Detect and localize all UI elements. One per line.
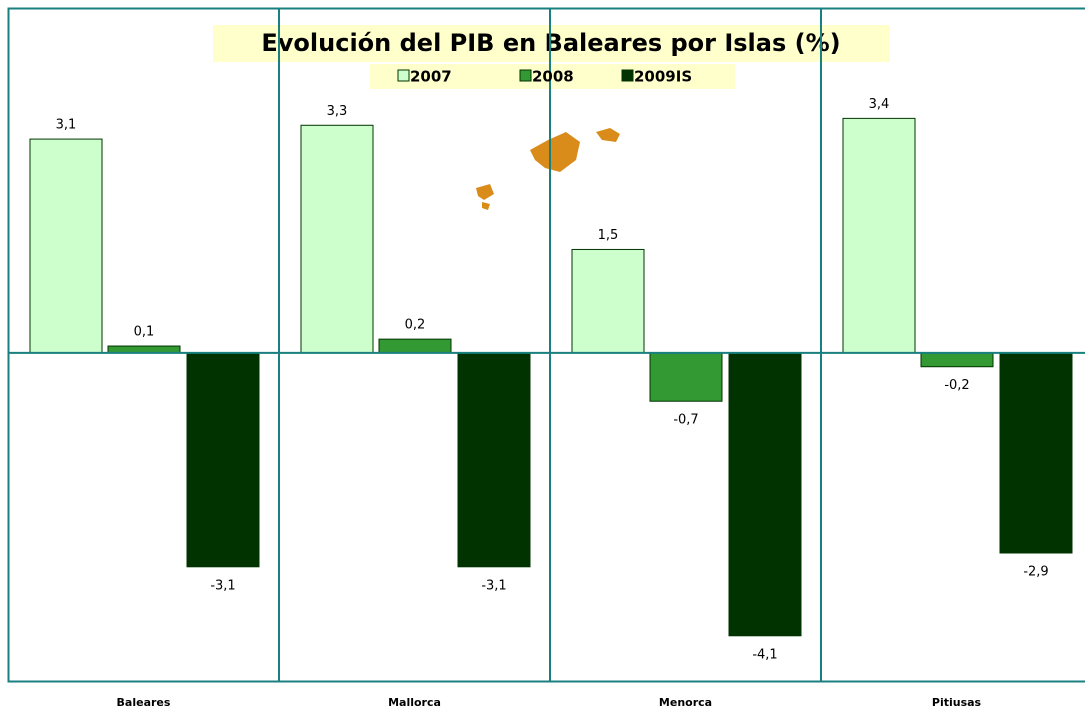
bar [107, 345, 181, 354]
bar [649, 352, 723, 402]
bar [571, 248, 645, 354]
legend-label: 2008 [532, 68, 574, 86]
map-decoration [476, 128, 620, 210]
legend-box [370, 64, 735, 89]
data-label: -0,2 [944, 378, 969, 393]
bar [842, 117, 916, 354]
data-label: 0,2 [405, 318, 426, 333]
x-tick-label: Mallorca [388, 696, 441, 709]
data-label: -0,7 [673, 413, 698, 428]
bar [186, 352, 260, 568]
data-label: 3,4 [869, 97, 890, 112]
x-tick-label: Baleares [117, 696, 171, 709]
bar [999, 352, 1073, 554]
data-label: -2,9 [1023, 564, 1048, 579]
bar [457, 352, 531, 568]
x-tick-label: Pitiusas [932, 696, 982, 709]
bar [378, 338, 452, 354]
data-label: 3,1 [56, 118, 77, 133]
bar [920, 352, 994, 368]
x-tick-label: Menorca [659, 696, 712, 709]
data-label: -3,1 [210, 578, 235, 593]
data-label: -4,1 [752, 647, 777, 662]
title-box [213, 25, 890, 62]
data-label: 1,5 [598, 228, 619, 243]
legend-swatch [621, 69, 634, 82]
bar [728, 352, 802, 637]
data-label: 0,1 [134, 325, 155, 340]
legend-swatch [397, 69, 410, 82]
legend-label: 2009IS [634, 68, 692, 86]
legend-label: 2007 [410, 68, 452, 86]
bar [300, 124, 374, 354]
plot-frame [7, 7, 1085, 683]
data-label: -3,1 [481, 578, 506, 593]
data-label: 3,3 [327, 104, 348, 119]
legend-swatch [519, 69, 532, 82]
bar [29, 138, 103, 354]
